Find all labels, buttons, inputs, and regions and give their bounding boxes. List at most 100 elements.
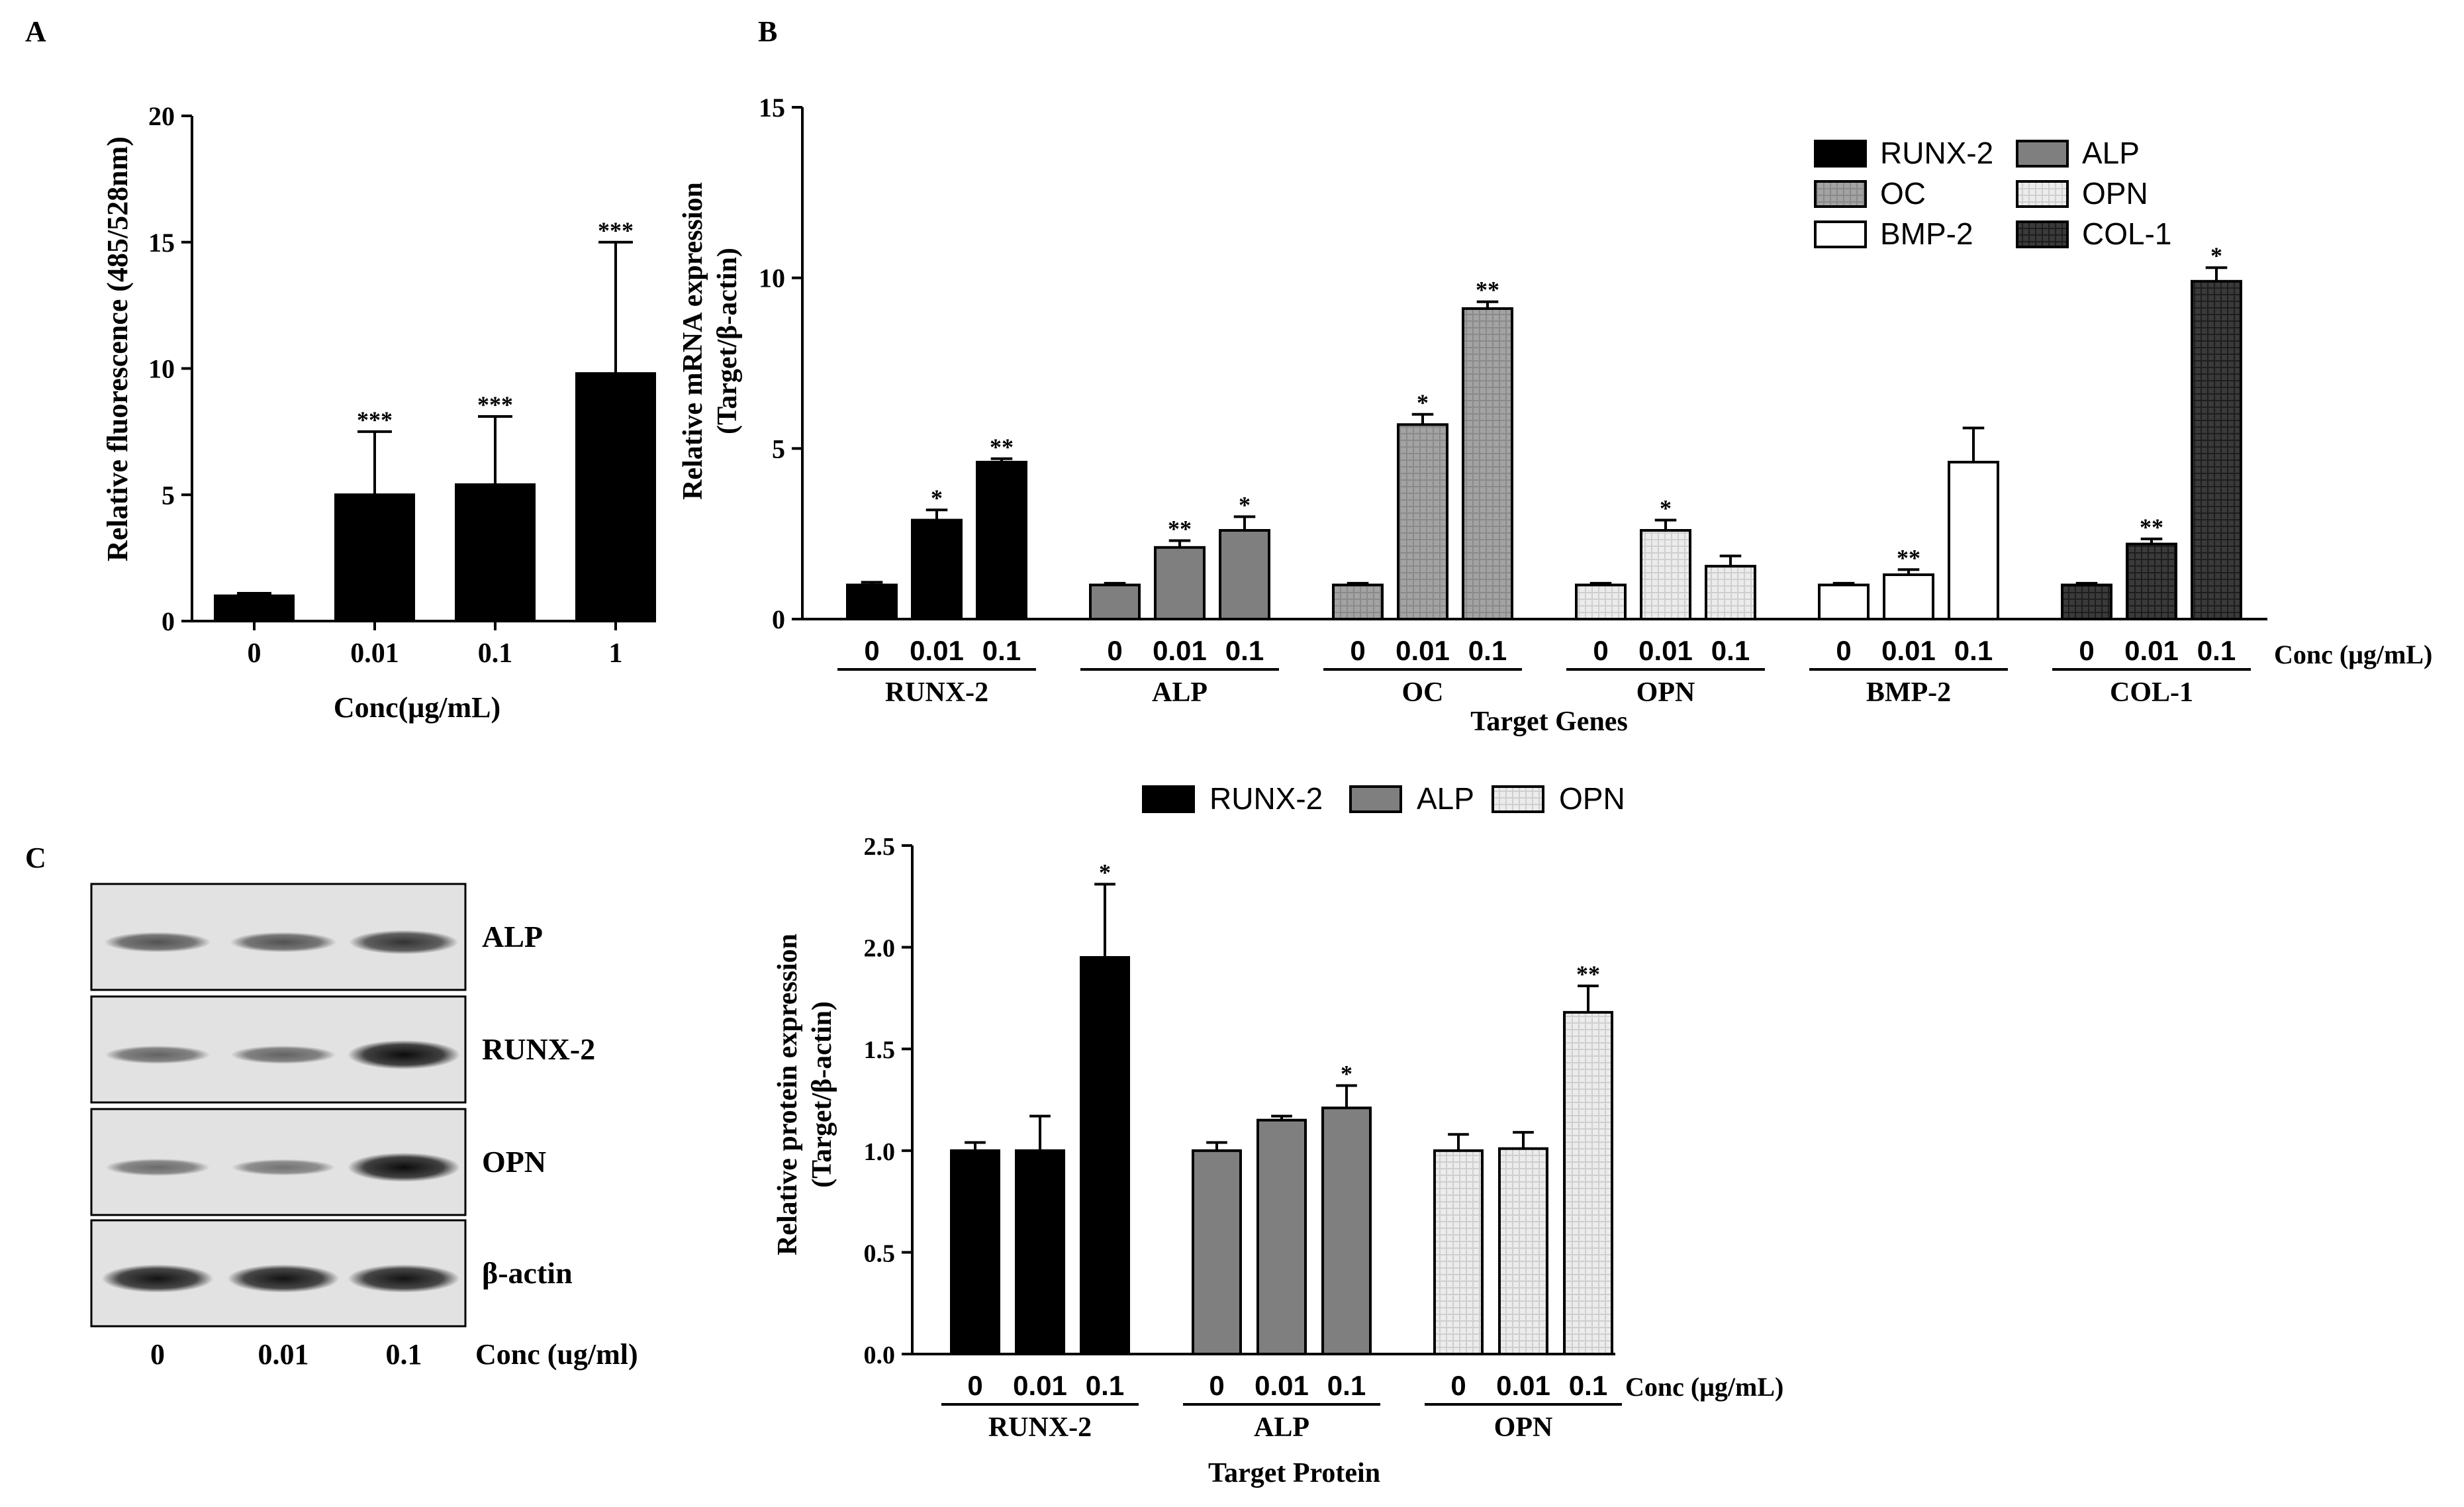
blot-band	[230, 932, 337, 953]
x-tick-label: 0.1	[1468, 635, 1507, 666]
legend-label: RUNX-2	[1880, 136, 1993, 170]
bar	[846, 583, 898, 621]
group-label: COL-1	[2110, 677, 2193, 708]
legend-swatch	[2016, 220, 2069, 248]
bar	[575, 372, 656, 622]
legend-label: OPN	[1559, 781, 1625, 816]
bar	[1080, 955, 1130, 1355]
chart-b-conc-label: Conc (μg/mL)	[2274, 640, 2432, 669]
x-tick-label: 0	[248, 638, 261, 669]
chart-a-ylabel: Relative fluorescence (485/528nm)	[101, 136, 134, 561]
chart-a-xlabel: Conc(μg/mL)	[334, 691, 500, 724]
x-tick-label: 0	[1593, 635, 1608, 666]
y-tick-label: 10	[148, 354, 175, 384]
x-tick-label: 0.1	[982, 635, 1021, 666]
blot-band	[230, 1045, 336, 1064]
x-tick-label: 0	[864, 635, 879, 666]
y-tick-label: 5	[772, 434, 785, 463]
legend-label: OC	[1880, 176, 1926, 211]
blot-band	[348, 1040, 460, 1069]
legend-swatch	[1492, 785, 1544, 813]
blot-row-label: RUNX-2	[482, 1032, 595, 1066]
legend-label: COL-1	[2082, 217, 2171, 251]
chart-c-legend: RUNX-2 ALP OPN	[1142, 781, 1625, 816]
x-tick-label: 0.01	[1013, 1370, 1067, 1401]
group-label: ALP	[1152, 677, 1208, 708]
legend-label: ALP	[1417, 781, 1474, 816]
panel-label-a: A	[25, 15, 46, 48]
bar	[1397, 423, 1448, 620]
blot-lane-label: 0.1	[386, 1338, 422, 1371]
significance-label: *	[1099, 859, 1111, 885]
legend-swatch	[1349, 785, 1402, 813]
significance-label: *	[931, 485, 943, 511]
y-tick-label: 20	[148, 101, 175, 131]
bar	[334, 493, 415, 622]
x-tick-label: 0.01	[910, 635, 964, 666]
x-tick-label: 0.1	[1327, 1370, 1366, 1401]
x-tick-label: 0	[2079, 635, 2094, 666]
bar	[1462, 307, 1513, 620]
significance-label: *	[1341, 1060, 1352, 1087]
chart-c-bars: ****	[950, 859, 1613, 1356]
panel-label-b: B	[758, 15, 777, 48]
blot-lane-label: 0.01	[258, 1338, 309, 1371]
group-label: OC	[1402, 677, 1444, 708]
blot-band	[349, 930, 459, 955]
legend-swatch	[1142, 785, 1195, 813]
group-label: RUNX-2	[885, 677, 988, 708]
bar	[1154, 546, 1206, 621]
x-tick-label: 0.01	[350, 638, 399, 669]
blot-lane-label: 0	[150, 1338, 165, 1371]
significance-label: **	[1576, 961, 1600, 987]
blot-band	[348, 1264, 460, 1293]
y-tick-label: 0	[772, 605, 785, 634]
bar	[1498, 1147, 1548, 1356]
bar	[1575, 583, 1627, 621]
bar	[1563, 1010, 1613, 1356]
blot-band	[105, 1045, 211, 1064]
bar	[1219, 529, 1270, 620]
bar	[2126, 542, 2177, 620]
blot-band	[104, 932, 211, 953]
legend-swatch	[1814, 220, 1867, 248]
bar	[1192, 1149, 1242, 1356]
x-tick-label: 0.1	[478, 638, 513, 669]
bar	[1640, 529, 1691, 620]
blot-panels: ALP RUNX-2 OPN β-actin 0 0.01 0.1	[90, 883, 595, 1371]
y-tick-label: 2.0	[864, 935, 896, 963]
x-tick-label: 0.1	[1711, 635, 1750, 666]
y-tick-label: 0.0	[864, 1341, 896, 1369]
x-tick-label: 0	[1209, 1370, 1224, 1401]
y-tick-label: 1.0	[864, 1138, 896, 1166]
y-tick-label: 1.5	[864, 1036, 896, 1064]
bar	[2191, 279, 2242, 620]
legend-swatch	[2016, 180, 2069, 208]
x-tick-label: 0.1	[1225, 635, 1264, 666]
bar	[1433, 1149, 1484, 1356]
x-tick-label: 0	[1107, 635, 1122, 666]
x-tick-label: 0.01	[1638, 635, 1693, 666]
bar	[1089, 583, 1141, 621]
x-tick-label: 0.01	[1255, 1370, 1309, 1401]
significance-label: **	[1168, 515, 1192, 542]
chart-c-ylabel-line2: (Target/β-actin)	[807, 1001, 837, 1188]
y-tick-label: 2.5	[864, 833, 896, 861]
chart-c-xlabel: Target Protein	[1208, 1458, 1380, 1488]
chart-b-ylabel-line2: (Target/β-actin)	[712, 248, 743, 434]
significance-label: **	[2140, 514, 2163, 540]
significance-label: **	[990, 434, 1014, 460]
panel-label-c: C	[25, 842, 46, 874]
legend-swatch	[2016, 140, 2069, 168]
chart-c-ylabel-line1: Relative protein expression	[773, 934, 803, 1255]
legend-swatch	[1814, 180, 1867, 208]
x-tick-label: 0.01	[2124, 635, 2179, 666]
y-tick-label: 5	[162, 480, 175, 510]
x-tick-label: 0	[967, 1370, 982, 1401]
x-tick-label: 0.1	[1954, 635, 1993, 666]
legend-label: ALP	[2082, 136, 2140, 170]
bar	[1705, 565, 1756, 621]
